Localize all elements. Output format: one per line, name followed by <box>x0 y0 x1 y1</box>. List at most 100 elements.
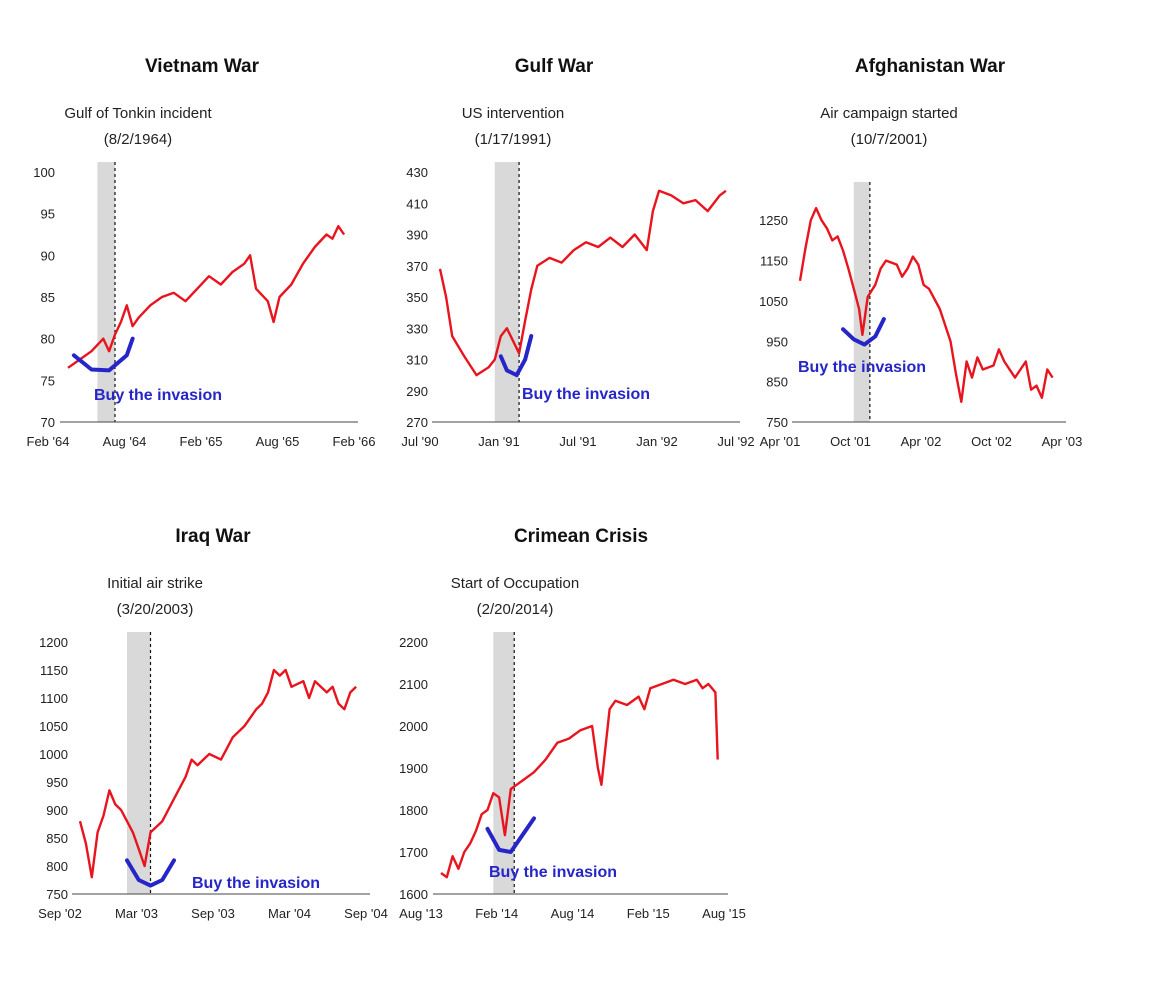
buy-annotation: Buy the invasion <box>192 875 320 892</box>
x-tick-label: Mar '03 <box>115 906 158 921</box>
series-line-s-p-500 <box>440 678 719 879</box>
y-tick-label: 1100 <box>40 691 68 706</box>
y-tick-label: 1000 <box>39 747 68 762</box>
event-label: Air campaign started <box>820 105 958 122</box>
y-tick-label: 2200 <box>399 635 428 650</box>
chart-title: Iraq War <box>175 526 251 547</box>
buy-dip-curve <box>498 334 534 378</box>
y-tick-label: 350 <box>406 290 428 305</box>
y-tick-label: 1150 <box>40 663 68 678</box>
y-tick-label: 850 <box>46 831 68 846</box>
x-tick-label: Oct '02 <box>971 434 1012 449</box>
y-tick-label: 90 <box>41 248 55 263</box>
y-tick-label: 1050 <box>759 294 788 309</box>
y-tick-label: 1900 <box>399 761 428 776</box>
y-tick-label: 1800 <box>399 803 428 818</box>
shaded-window <box>494 162 520 422</box>
x-tick-label: Jul '91 <box>559 434 596 449</box>
chart-title: Crimean Crisis <box>514 526 648 547</box>
x-tick-label: Mar '04 <box>268 906 311 921</box>
buy-annotation: Buy the invasion <box>522 386 650 403</box>
chart-panel-gulf-war: Gulf War US intervention (1/17/1991) 270 290… <box>401 56 754 449</box>
y-tick-label: 1700 <box>399 845 428 860</box>
buy-annotation: Buy the invasion <box>798 359 926 376</box>
y-tick-label: 370 <box>406 259 428 274</box>
buy-dip-curve <box>485 816 536 854</box>
buy-dip-curve <box>71 336 135 373</box>
y-tick-label: 800 <box>46 859 68 874</box>
x-tick-label: Aug '13 <box>399 906 443 921</box>
y-tick-label: 430 <box>406 165 428 180</box>
y-tick-label: 100 <box>33 165 55 180</box>
y-tick-label: 2000 <box>399 719 428 734</box>
y-tick-label: 70 <box>41 415 55 430</box>
x-tick-label: Jan '92 <box>636 434 678 449</box>
y-tick-label: 1050 <box>39 719 68 734</box>
shaded-window <box>97 162 115 422</box>
x-tick-label: Aug '64 <box>103 434 147 449</box>
x-tick-label: Apr '03 <box>1042 434 1083 449</box>
shaded-window <box>493 632 515 894</box>
shaded-window <box>127 632 151 894</box>
x-tick-label: Feb '66 <box>333 434 376 449</box>
y-tick-label: 330 <box>406 321 428 336</box>
x-tick-label: Oct '01 <box>830 434 871 449</box>
y-tick-label: 950 <box>46 775 68 790</box>
x-tick-label: Aug '15 <box>702 906 746 921</box>
y-tick-label: 95 <box>41 207 55 222</box>
x-tick-label: Apr '02 <box>901 434 942 449</box>
buy-dip-curve <box>125 858 176 888</box>
x-tick-label: Aug '65 <box>256 434 300 449</box>
event-date: (3/20/2003) <box>117 601 194 618</box>
series-line-s-p-500 <box>67 224 346 369</box>
y-tick-label: 1150 <box>760 254 788 269</box>
x-tick-label: Sep '02 <box>38 906 82 921</box>
event-date: (2/20/2014) <box>477 601 554 618</box>
x-tick-label: Aug '14 <box>551 906 595 921</box>
y-tick-label: 2100 <box>399 677 428 692</box>
y-tick-label: 390 <box>406 228 428 243</box>
chart-title: Gulf War <box>515 56 594 77</box>
chart-panel-iraq-war: Iraq War Initial air strike (3/20/2003) 750… <box>38 526 388 921</box>
y-tick-label: 75 <box>41 373 55 388</box>
x-tick-label: Feb '15 <box>627 906 670 921</box>
x-tick-label: Feb '64 <box>27 434 70 449</box>
y-tick-label: 310 <box>406 353 428 368</box>
event-label: Initial air strike <box>107 575 203 592</box>
chart-panel-vietnam-war: Vietnam War Gulf of Tonkin incident (8/2/1… <box>27 56 376 449</box>
event-date: (8/2/1964) <box>104 131 172 148</box>
y-tick-label: 850 <box>766 375 788 390</box>
series-line-s-p-500 <box>798 206 1054 403</box>
chart-panel-crimean-crisis: Crimean Crisis Start of Occupation (2/20/2… <box>399 526 746 921</box>
shaded-window <box>853 182 870 422</box>
buy-annotation: Buy the invasion <box>489 864 617 881</box>
event-label: Gulf of Tonkin incident <box>64 105 212 122</box>
series-line-s-p-500 <box>438 189 727 377</box>
y-tick-label: 750 <box>766 415 788 430</box>
x-tick-label: Sep '03 <box>191 906 235 921</box>
y-tick-label: 1250 <box>759 213 788 228</box>
y-tick-label: 950 <box>766 334 788 349</box>
x-tick-label: Jan '91 <box>478 434 520 449</box>
x-tick-label: Jul '92 <box>717 434 754 449</box>
y-tick-label: 85 <box>41 290 55 305</box>
y-tick-label: 1200 <box>39 635 68 650</box>
event-label: Start of Occupation <box>451 575 579 592</box>
y-tick-label: 410 <box>406 196 428 211</box>
x-tick-label: Jul '90 <box>401 434 438 449</box>
buy-annotation: Buy the invasion <box>94 387 222 404</box>
chart-title: Vietnam War <box>145 56 260 77</box>
event-date: (1/17/1991) <box>475 131 552 148</box>
y-tick-label: 80 <box>41 332 55 347</box>
x-tick-label: Feb '65 <box>180 434 223 449</box>
y-tick-label: 750 <box>46 887 68 902</box>
chart-title: Afghanistan War <box>855 56 1006 77</box>
x-tick-label: Apr '01 <box>760 434 801 449</box>
event-date: (10/7/2001) <box>851 131 928 148</box>
series-line-s-p-500 <box>78 668 357 879</box>
event-label: US intervention <box>462 105 565 122</box>
buy-dip-curve <box>841 317 886 347</box>
y-tick-label: 270 <box>406 415 428 430</box>
y-tick-label: 1600 <box>399 887 428 902</box>
